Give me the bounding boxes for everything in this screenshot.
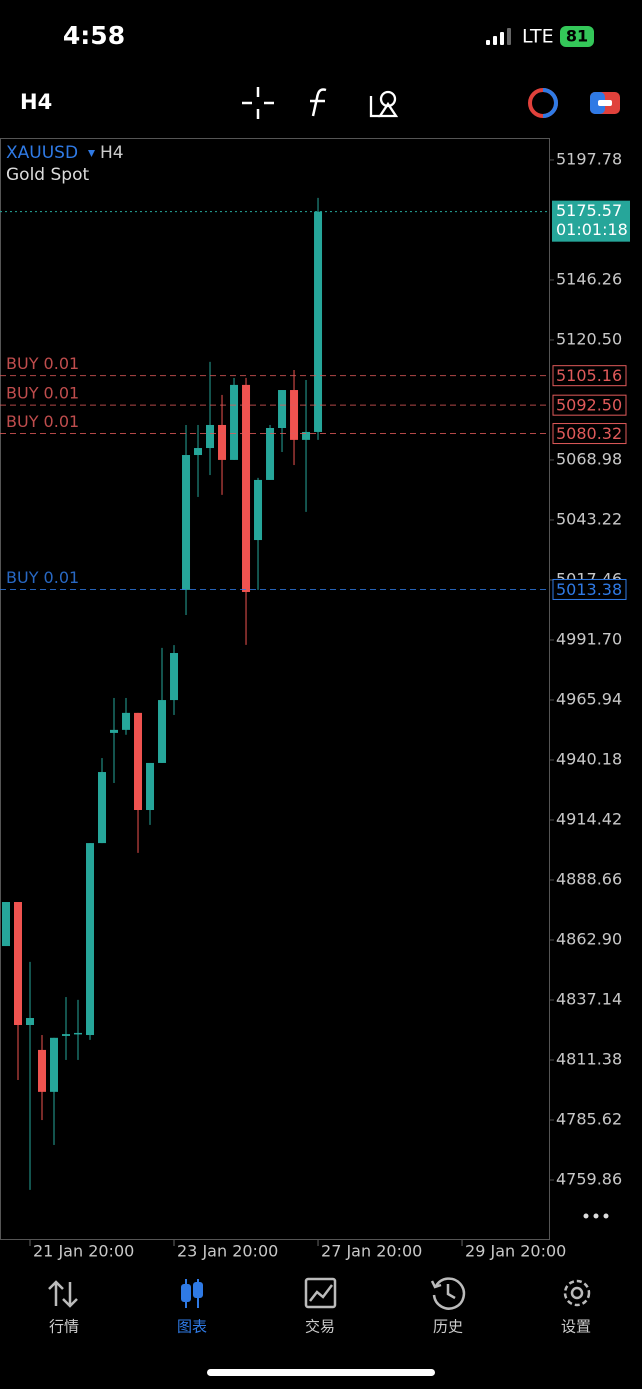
crosshair-button[interactable] [242,87,274,119]
current-price-label: 5175.57 [556,201,622,220]
chart-frame [0,138,550,1240]
order-price-label: 5080.32 [556,424,622,443]
candle-body [110,729,119,733]
chart-subtitle: Gold Spot [6,165,89,185]
candle-body [254,479,263,541]
plot-area [0,197,550,1190]
battery-level: 81 [566,27,588,46]
y-tick-label: 5146.26 [556,269,622,288]
y-tick-label: 5120.50 [556,329,622,348]
battery-icon [560,26,594,47]
candle-body [266,428,275,480]
y-tick-label: 4785.62 [556,1109,622,1128]
signal-icon [486,28,511,45]
tab-icon [430,1277,466,1310]
y-tick-label: 4837.14 [556,989,622,1008]
y-tick-label: 4914.42 [556,809,622,828]
order-label[interactable]: BUY 0.01 [6,354,79,373]
indicator-button[interactable] [310,88,327,117]
candle-body [98,772,107,844]
candle-body [182,455,191,590]
candle-body [158,700,167,763]
candle-body [290,390,299,440]
tab-icon [48,1280,78,1308]
status-network: LTE [522,26,554,48]
candle-body [206,424,215,449]
more-button[interactable] [583,1213,609,1219]
signal-bar [500,32,504,45]
order-price-box [552,578,627,600]
tab-bar: 行情 图表 交易 历史 设置 [48,1277,591,1336]
tab-label[interactable]: 历史 [433,1318,463,1336]
candle-body [14,902,23,1026]
signal-bar [486,40,490,45]
x-tick-label: 23 Jan 20:00 [177,1242,278,1261]
candle-body [314,211,323,432]
order-price-box [552,394,627,416]
account-button[interactable] [590,92,620,114]
order-price-label: 5013.38 [556,580,622,599]
symbol-dropdown[interactable] [88,150,95,157]
tab-label[interactable]: 交易 [305,1318,335,1336]
candle-body [38,1049,47,1092]
candle-body [26,1018,35,1026]
candle-body [2,902,11,947]
candle-body [302,431,311,440]
timeframe-button[interactable]: H4 [20,90,52,114]
y-tick-label: 4759.86 [556,1169,622,1188]
y-tick-label: 5068.98 [556,449,622,468]
candle-body [62,1034,71,1036]
x-tick-label: 21 Jan 20:00 [33,1242,134,1261]
order-label[interactable]: BUY 0.01 [6,412,79,431]
tab-label[interactable]: 图表 [177,1318,207,1336]
candle-body [278,390,287,428]
order-price-box [552,423,627,445]
candle-body [194,448,203,456]
x-tick-label: 29 Jan 20:00 [465,1242,566,1261]
chart-timeframe: H4 [100,143,124,163]
y-tick-label: 4888.66 [556,869,622,888]
status-time: 4:58 [63,21,125,50]
order-price-label: 5105.16 [556,366,622,385]
candle-body [242,384,251,592]
home-indicator [207,1369,435,1376]
candle-body [146,762,155,811]
candle-body [86,843,95,1036]
signal-bar [493,36,497,45]
x-tick-label: 27 Jan 20:00 [321,1242,422,1261]
tab-label[interactable]: 行情 [49,1318,79,1336]
chart-symbol[interactable]: XAUUSD [6,143,78,163]
current-price-box [552,200,630,242]
y-tick-label: 5043.22 [556,509,622,528]
candle-body [134,712,143,811]
candle-body [230,384,239,460]
tab-icon [181,1279,203,1308]
y-tick-label: 4991.70 [556,629,622,648]
bar-timer: 01:01:18 [556,220,628,239]
candle-body [122,712,131,730]
candle-body [218,424,227,460]
order-price-label: 5092.50 [556,396,622,415]
signal-bar [507,28,511,45]
candle-body [170,653,179,701]
order-label[interactable]: BUY 0.01 [6,384,79,403]
y-tick-label: 4862.90 [556,929,622,948]
objects-button[interactable] [369,90,399,118]
candle-body [74,1032,83,1035]
y-tick-label: 4940.18 [556,749,622,768]
trading-button[interactable] [528,88,558,118]
candle-body [50,1037,59,1092]
tab-icon [304,1277,337,1309]
tab-label[interactable]: 设置 [561,1318,591,1336]
tab-icon [563,1279,591,1307]
order-label[interactable]: BUY 0.01 [6,568,79,587]
y-tick-label: 4811.38 [556,1049,622,1068]
y-tick-label: 4965.94 [556,689,622,708]
order-price-box [552,365,627,387]
y-tick-label: 5197.78 [556,149,622,168]
